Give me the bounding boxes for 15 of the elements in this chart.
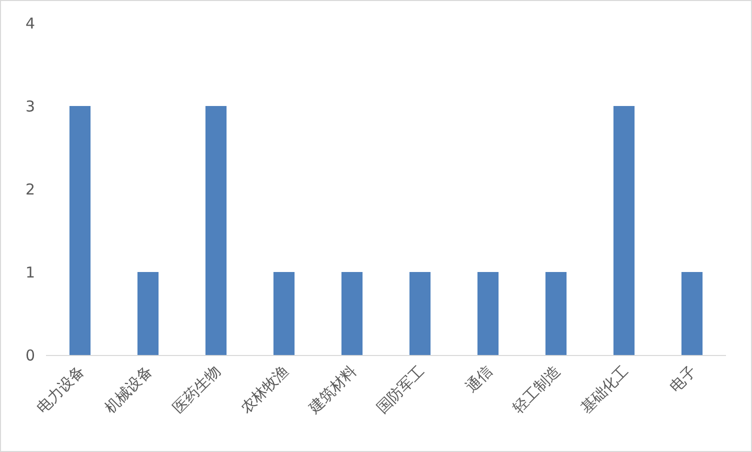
y-tick-label: 3: [25, 97, 35, 116]
x-tick-label: 国防军工: [372, 362, 428, 418]
y-tick-label: 4: [25, 14, 35, 32]
x-tick-label: 建筑材料: [304, 362, 360, 418]
y-tick-label: 0: [25, 346, 35, 364]
x-tick-label: 电力设备: [32, 362, 88, 418]
x-tick-label: 轻工制造: [508, 362, 564, 418]
x-tick-label: 通信: [462, 362, 496, 396]
x-tick-label: 农林牧渔: [236, 362, 292, 418]
x-tick-label: 机械设备: [100, 362, 156, 418]
y-tick-label: 2: [25, 180, 35, 198]
x-tick-label: 电子: [666, 362, 700, 396]
x-tick-label: 医药生物: [168, 362, 224, 418]
x-tick-label: 基础化工: [576, 362, 632, 418]
y-tick-label: 1: [25, 263, 35, 282]
